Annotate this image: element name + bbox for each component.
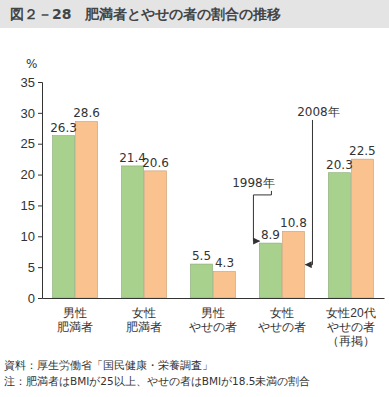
data-label: 22.5 bbox=[349, 144, 376, 158]
data-label: 20.3 bbox=[326, 158, 353, 172]
series-name: 1998年 bbox=[232, 176, 275, 190]
x-tick-label: 女性やせの者 bbox=[258, 306, 306, 334]
y-tick: 5 bbox=[28, 260, 42, 275]
x-axis-line bbox=[43, 298, 385, 299]
y-tick-label: 15 bbox=[21, 198, 35, 213]
x-tick: 女性肥満者 bbox=[126, 298, 162, 334]
y-tick-mark bbox=[38, 298, 42, 299]
series-name: 2008年 bbox=[297, 105, 340, 119]
x-tick: 男性やせの者 bbox=[189, 298, 237, 334]
data-label: 4.3 bbox=[215, 256, 234, 270]
y-tick-mark bbox=[38, 267, 42, 268]
data-label: 20.6 bbox=[142, 156, 169, 170]
x-tick: 男性肥満者 bbox=[57, 298, 93, 334]
y-tick-mark bbox=[38, 236, 42, 237]
y-tick: 20 bbox=[21, 167, 42, 182]
bars bbox=[53, 121, 374, 298]
bar bbox=[122, 166, 144, 298]
x-tick-label: 女性肥満者 bbox=[126, 306, 162, 334]
annotation: 注：肥満者はBMIが25以上、やせの者はBMIが18.5未満の割合 bbox=[4, 375, 310, 387]
y-tick-label: 35 bbox=[21, 75, 35, 90]
y-tick-label: 25 bbox=[21, 136, 35, 151]
callout-arrow bbox=[305, 120, 312, 265]
bar bbox=[282, 231, 304, 298]
y-tick-label: 0 bbox=[28, 291, 35, 306]
y-tick-mark bbox=[38, 82, 42, 83]
y-tick-mark bbox=[38, 205, 42, 206]
bar bbox=[213, 271, 235, 298]
y-tick-label: 20 bbox=[21, 167, 35, 182]
data-label: 8.9 bbox=[261, 228, 280, 242]
y-tick-mark bbox=[38, 144, 42, 145]
y-tick: 30 bbox=[21, 106, 42, 121]
series-callouts: 1998年 2008年 bbox=[232, 105, 340, 265]
y-tick: 0 bbox=[28, 291, 42, 306]
y-tick-label: 30 bbox=[21, 106, 35, 121]
chart-svg: 図２－28 肥満者とやせの者の割合の推移 0 5 10 15 20 25 30 35% 男性肥満者… bbox=[0, 0, 389, 397]
y-tick-mark bbox=[38, 113, 42, 114]
y-tick-label: 10 bbox=[21, 229, 35, 244]
bar bbox=[53, 136, 75, 298]
data-labels: 26.321.45.58.920.328.620.64.310.822.5 bbox=[50, 106, 376, 270]
y-tick: 15 bbox=[21, 198, 42, 213]
y-axis: 0 5 10 15 20 25 30 35 bbox=[21, 75, 43, 306]
bar bbox=[351, 159, 373, 298]
data-label: 28.6 bbox=[73, 106, 100, 120]
bar bbox=[76, 121, 98, 298]
data-label: 5.5 bbox=[192, 249, 211, 263]
bar bbox=[328, 173, 350, 298]
y-axis-line bbox=[38, 83, 43, 299]
x-tick-label: 男性肥満者 bbox=[57, 306, 93, 334]
y-tick-label: 5 bbox=[28, 260, 35, 275]
chart-title: 図２－28 肥満者とやせの者の割合の推移 bbox=[10, 6, 281, 22]
x-tick-label: 女性20代やせの者（再掲） bbox=[326, 306, 375, 349]
y-tick: 10 bbox=[21, 229, 42, 244]
annotation: 資料：厚生労働省「国民健康・栄養調査」 bbox=[4, 359, 213, 371]
bar bbox=[145, 171, 167, 298]
data-label: 10.8 bbox=[280, 216, 307, 230]
bar bbox=[190, 264, 212, 298]
y-tick: 25 bbox=[21, 136, 42, 151]
x-axis: 男性肥満者 女性肥満者男性やせの者女性やせの者女性20代やせの者（再掲） bbox=[43, 298, 385, 348]
callout-arrow bbox=[253, 191, 271, 241]
title-background bbox=[0, 0, 389, 28]
y-axis-label: % bbox=[26, 57, 37, 71]
y-tick: 35 bbox=[21, 75, 42, 90]
data-label: 26.3 bbox=[50, 121, 77, 135]
x-tick: 女性やせの者 bbox=[258, 298, 306, 334]
x-tick: 女性20代やせの者（再掲） bbox=[326, 298, 375, 348]
y-tick-mark bbox=[38, 175, 42, 176]
bar bbox=[259, 243, 281, 298]
x-tick-label: 男性やせの者 bbox=[189, 306, 237, 334]
